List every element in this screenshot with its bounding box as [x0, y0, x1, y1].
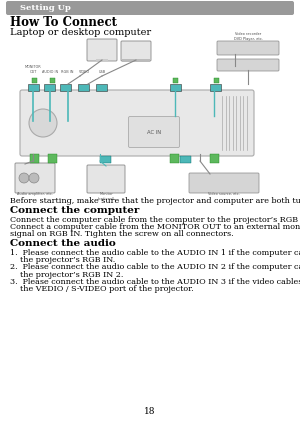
Text: Setting Up: Setting Up	[20, 4, 71, 12]
Bar	[170, 84, 181, 91]
Text: Video source, etc.: Video source, etc.	[208, 192, 240, 196]
Text: USB: USB	[98, 70, 106, 74]
Bar	[32, 78, 37, 83]
Bar	[28, 84, 39, 91]
Text: Before starting, make sure that the projector and computer are both turned off.: Before starting, make sure that the proj…	[10, 197, 300, 205]
FancyBboxPatch shape	[189, 173, 259, 193]
FancyBboxPatch shape	[87, 39, 117, 61]
Text: AUDIO IN: AUDIO IN	[42, 70, 58, 74]
Text: the projector’s RGB IN 2.: the projector’s RGB IN 2.	[10, 271, 123, 279]
Text: AC IN: AC IN	[147, 130, 161, 135]
Bar	[78, 84, 89, 91]
Bar	[210, 84, 221, 91]
FancyBboxPatch shape	[217, 59, 279, 71]
Text: 1.  Please connect the audio cable to the AUDIO IN 1 if the computer cable conne: 1. Please connect the audio cable to the…	[10, 249, 300, 257]
Text: Connect the computer cable from the computer to the projector’s RGB IN.: Connect the computer cable from the comp…	[10, 216, 300, 224]
Bar	[122, 59, 150, 62]
Text: the VEDIO / S-VIDEO port of the projector.: the VEDIO / S-VIDEO port of the projecto…	[10, 285, 194, 293]
Text: Connect the computer: Connect the computer	[10, 206, 140, 215]
FancyBboxPatch shape	[121, 41, 151, 61]
Text: Monitor
(optional): Monitor (optional)	[97, 192, 115, 201]
Bar	[96, 59, 108, 62]
Text: MONITOR
OUT: MONITOR OUT	[25, 66, 41, 74]
Bar	[48, 154, 57, 163]
Bar	[50, 78, 55, 83]
FancyBboxPatch shape	[20, 90, 254, 156]
Text: Connect a computer cable from the MONITOR OUT to an external monitor to view the: Connect a computer cable from the MONITO…	[10, 223, 300, 231]
Text: How To Connect: How To Connect	[10, 16, 117, 29]
Text: signal on RGB IN. Tighten the screw on all connectors.: signal on RGB IN. Tighten the screw on a…	[10, 230, 234, 238]
Text: the projector’s RGB IN.: the projector’s RGB IN.	[10, 256, 115, 264]
Text: 2.  Please connect the audio cable to the AUDIO IN 2 if the computer cable conne: 2. Please connect the audio cable to the…	[10, 263, 300, 271]
FancyBboxPatch shape	[217, 41, 279, 55]
Text: RGB IN: RGB IN	[61, 70, 73, 74]
Text: Video recorder
DVD Player, etc.: Video recorder DVD Player, etc.	[233, 32, 262, 41]
Circle shape	[29, 173, 39, 183]
Text: 3.  Please connect the audio cable to the AUDIO IN 3 if the video cables are con: 3. Please connect the audio cable to the…	[10, 278, 300, 286]
Text: 18: 18	[144, 407, 156, 416]
Text: Connect the audio: Connect the audio	[10, 239, 116, 248]
Bar	[10, 36, 290, 194]
Bar	[44, 84, 55, 91]
Text: Laptop or desktop computer: Laptop or desktop computer	[10, 28, 151, 37]
Circle shape	[19, 173, 29, 183]
Bar	[180, 156, 191, 163]
Bar	[30, 154, 39, 163]
FancyBboxPatch shape	[87, 165, 125, 193]
Text: Audio amplifier, etc.: Audio amplifier, etc.	[17, 192, 53, 196]
Bar	[173, 78, 178, 83]
Text: VIDEO: VIDEO	[80, 70, 91, 74]
Bar	[60, 84, 71, 91]
FancyBboxPatch shape	[128, 116, 179, 147]
Bar	[170, 154, 179, 163]
Bar	[96, 84, 107, 91]
Circle shape	[29, 109, 57, 137]
FancyBboxPatch shape	[15, 163, 55, 193]
Bar	[100, 156, 111, 163]
Bar	[210, 154, 219, 163]
Bar	[214, 78, 219, 83]
FancyBboxPatch shape	[6, 1, 294, 15]
